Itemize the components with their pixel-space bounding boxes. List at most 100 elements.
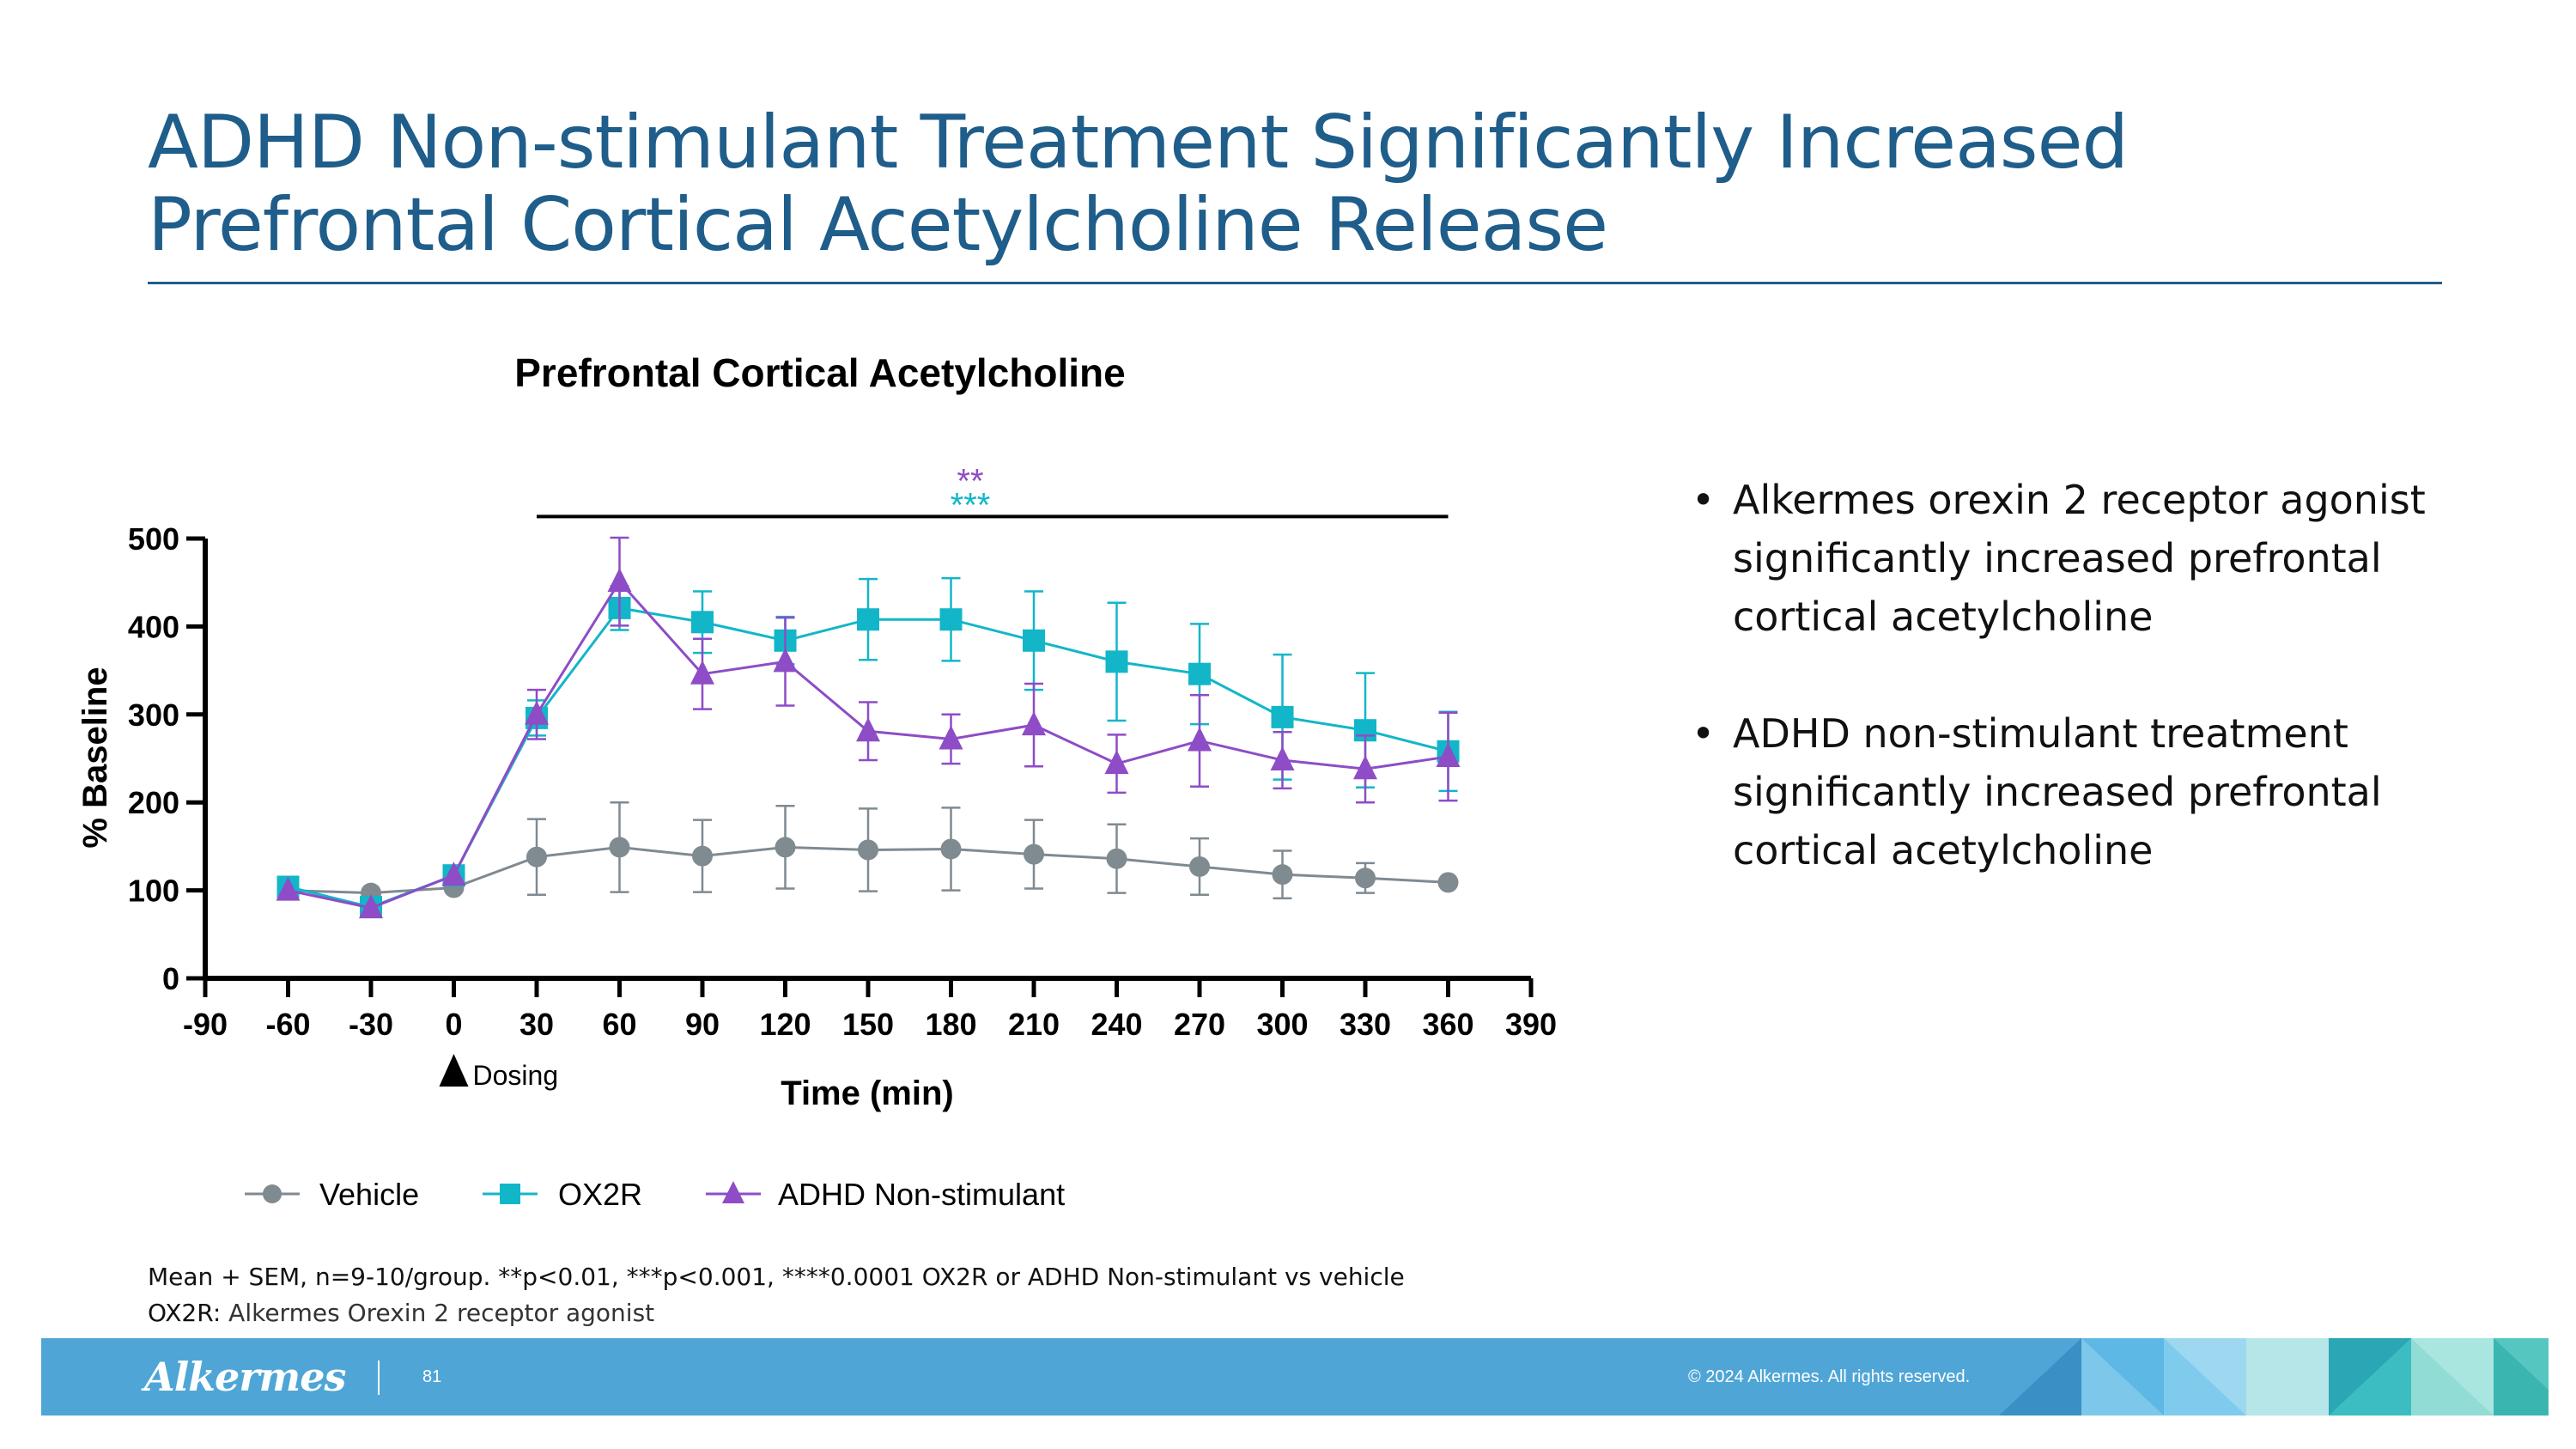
x-tick-label: 300 [1256, 1007, 1308, 1042]
ox2r-point [857, 608, 879, 631]
x-tick-label: -30 [349, 1007, 393, 1042]
adhd-point [1104, 750, 1129, 775]
vehicle-point [775, 837, 796, 858]
vehicle-point [1272, 864, 1293, 886]
footer-decoration-1 [1999, 1338, 2081, 1416]
footnote: Mean + SEM, n=9-10/group. **p<0.01, ***p… [148, 1259, 1693, 1331]
series-layer [276, 536, 1461, 919]
significance-marker-ox2r: *** [951, 486, 991, 524]
legend-adhd-marker [722, 1181, 744, 1203]
y-tick-label: 500 [128, 521, 179, 557]
legend-vehicle-marker [263, 1184, 282, 1203]
alkermes-logo: Alkermes [144, 1354, 346, 1400]
adhd-point [359, 894, 383, 919]
adhd-point [1188, 727, 1212, 752]
y-tick-label: 200 [128, 785, 179, 820]
vehicle-point [1437, 872, 1459, 893]
vehicle-point [940, 838, 962, 860]
footer-separator [378, 1361, 380, 1395]
x-tick-label: 210 [1008, 1007, 1060, 1042]
x-tick-label: 180 [925, 1007, 976, 1042]
ox2r-point [1271, 705, 1294, 728]
vehicle-point [858, 839, 878, 861]
x-tick-label: 30 [519, 1007, 554, 1042]
footnote-abbrev-label: OX2R: [148, 1299, 222, 1327]
adhd-point [1270, 746, 1295, 771]
footer-decoration-4 [2246, 1338, 2329, 1416]
x-tick-label: 150 [842, 1007, 894, 1042]
x-tick-label: 90 [685, 1007, 720, 1042]
y-tick-label: 100 [128, 874, 179, 909]
x-tick-label: 60 [602, 1007, 636, 1042]
adhd-point [441, 861, 466, 886]
legend-vehicle-label: Vehicle [319, 1177, 419, 1212]
page-number: 81 [422, 1367, 442, 1386]
footer-decoration-6 [2411, 1338, 2494, 1416]
x-axis-label: Time (min) [781, 1075, 954, 1112]
footnote-stats: Mean + SEM, n=9-10/group. **p<0.01, ***p… [148, 1263, 1405, 1291]
vehicle-point [526, 846, 547, 868]
legend-ox2r-label: OX2R [558, 1177, 642, 1212]
y-tick-label: 400 [128, 609, 179, 644]
footer-decoration-2 [2081, 1338, 2164, 1416]
x-tick-label: -60 [265, 1007, 310, 1042]
adhd-point [1022, 711, 1046, 736]
significance-marker-adhd: ** [957, 462, 983, 500]
adhd-point [276, 876, 301, 901]
y-tick-label: 0 [162, 961, 179, 996]
title-divider [148, 282, 2442, 284]
vehicle-point [1355, 868, 1376, 889]
adhd-point [939, 725, 963, 750]
chart-legend: Vehicle OX2R ADHD Non-stimulant [245, 1177, 1065, 1212]
finding-adhd: ADHD non-stimulant treatment significant… [1692, 704, 2464, 880]
y-axis-label: % Baseline [76, 667, 114, 848]
vehicle-point [1024, 843, 1044, 865]
footer-band: Alkermes 81 © 2024 Alkermes. All rights … [41, 1338, 2549, 1416]
vehicle-point [1106, 848, 1127, 869]
footer-decoration-7 [2494, 1338, 2549, 1416]
adhd-point [1353, 755, 1377, 780]
y-tick-label: 300 [128, 697, 179, 733]
legend-item-ox2r: OX2R [483, 1177, 642, 1212]
acetylcholine-chart: Prefrontal Cortical Acetylcholine -90 -60… [76, 350, 1557, 1212]
adhd-point [525, 700, 549, 725]
x-tick-label: 270 [1174, 1007, 1225, 1042]
legend-ox2r-marker [500, 1184, 520, 1204]
footnote-abbrev-text: Alkermes Orexin 2 receptor agonist [221, 1299, 655, 1327]
copyright-text: © 2024 Alkermes. All rights reserved. [1688, 1367, 1971, 1386]
vehicle-point [609, 837, 630, 858]
footnote-abbrev: OX2R: Alkermes Orexin 2 receptor agonist [148, 1295, 1693, 1331]
ox2r-point [1105, 650, 1128, 673]
adhd-point [690, 660, 714, 685]
slide-title: ADHD Non-stimulant Treatment Significant… [148, 101, 2466, 266]
dosing-label: Dosing [473, 1060, 559, 1091]
slide-title-line2: Prefrontal Cortical Acetylcholine Releas… [148, 182, 1608, 268]
adhd-point [607, 568, 632, 593]
x-tick-label: 330 [1340, 1007, 1391, 1042]
x-tick-label: -90 [183, 1007, 228, 1042]
chart-title: Prefrontal Cortical Acetylcholine [514, 350, 1125, 395]
ox2r-point [691, 611, 714, 634]
ox2r-point [1023, 629, 1045, 652]
series-vehicle [277, 801, 1459, 904]
vehicle-point [692, 845, 713, 867]
slide-title-line1: ADHD Non-stimulant Treatment Significant… [148, 100, 2129, 186]
adhd-point [773, 648, 798, 673]
x-tick-label: 390 [1505, 1007, 1557, 1042]
legend-adhd-label: ADHD Non-stimulant [778, 1177, 1065, 1212]
vehicle-point [1189, 855, 1210, 877]
series-adhd [276, 536, 1461, 919]
finding-ox2r: Alkermes orexin 2 receptor agonist signi… [1692, 471, 2464, 646]
x-tick-label: 360 [1422, 1007, 1473, 1042]
legend-item-adhd: ADHD Non-stimulant [706, 1177, 1065, 1212]
x-tick-label: 240 [1091, 1007, 1142, 1042]
axes-layer: -90 -60 -30 0 30 60 90 120 150 180 210 240 270 300 330… [128, 462, 1557, 1091]
footer-decoration-3 [2164, 1338, 2246, 1416]
x-tick-label: 0 [445, 1007, 462, 1042]
key-findings: Alkermes orexin 2 receptor agonist signi… [1692, 471, 2464, 938]
x-tick-label: 120 [759, 1007, 811, 1042]
adhd-point [856, 717, 880, 742]
ox2r-point [939, 608, 963, 631]
footer-decoration-5 [2329, 1338, 2411, 1416]
legend-item-vehicle: Vehicle [245, 1177, 419, 1212]
